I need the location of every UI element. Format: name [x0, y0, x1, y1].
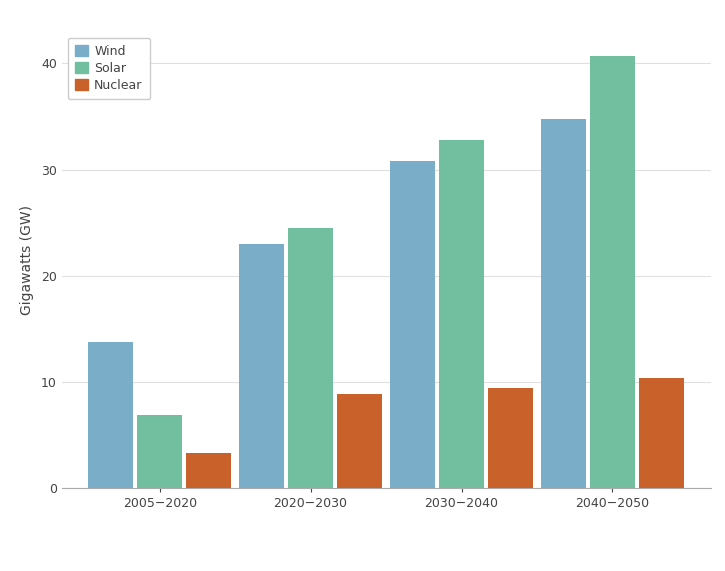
- Text: Environmental
Performance
Index: Environmental Performance Index: [33, 523, 99, 557]
- Bar: [288, 228, 334, 488]
- Bar: [390, 161, 435, 488]
- Bar: [488, 388, 533, 488]
- Bar: [88, 341, 133, 488]
- Bar: [639, 378, 684, 488]
- Bar: [239, 244, 284, 488]
- Bar: [541, 119, 586, 488]
- Y-axis label: Gigawatts (GW): Gigawatts (GW): [20, 205, 34, 315]
- Bar: [337, 393, 382, 488]
- Bar: [439, 140, 484, 488]
- Bar: [186, 453, 231, 488]
- Bar: [137, 415, 183, 488]
- Text: ✱: ✱: [12, 533, 24, 547]
- Bar: [589, 56, 635, 488]
- Text: epi.yale.edu: epi.yale.edu: [630, 533, 707, 546]
- Legend: Wind, Solar, Nuclear: Wind, Solar, Nuclear: [68, 38, 150, 99]
